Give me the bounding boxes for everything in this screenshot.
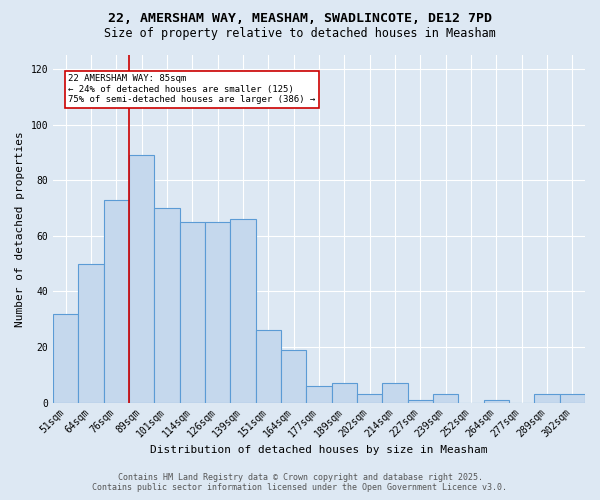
Bar bbox=[357, 394, 382, 402]
Bar bbox=[535, 394, 560, 402]
Bar bbox=[407, 400, 433, 402]
Text: 22 AMERSHAM WAY: 85sqm
← 24% of detached houses are smaller (125)
75% of semi-de: 22 AMERSHAM WAY: 85sqm ← 24% of detached… bbox=[68, 74, 316, 104]
Bar bbox=[256, 330, 281, 402]
Text: Size of property relative to detached houses in Measham: Size of property relative to detached ho… bbox=[104, 28, 496, 40]
Text: Contains HM Land Registry data © Crown copyright and database right 2025.
Contai: Contains HM Land Registry data © Crown c… bbox=[92, 473, 508, 492]
Bar bbox=[104, 200, 129, 402]
Bar bbox=[53, 314, 79, 402]
Bar bbox=[205, 222, 230, 402]
Bar bbox=[307, 386, 332, 402]
Bar bbox=[154, 208, 179, 402]
Bar bbox=[179, 222, 205, 402]
Bar bbox=[484, 400, 509, 402]
Bar bbox=[79, 264, 104, 402]
Bar bbox=[281, 350, 307, 403]
Bar bbox=[382, 383, 407, 402]
X-axis label: Distribution of detached houses by size in Measham: Distribution of detached houses by size … bbox=[150, 445, 488, 455]
Bar bbox=[560, 394, 585, 402]
Bar bbox=[129, 155, 154, 402]
Y-axis label: Number of detached properties: Number of detached properties bbox=[15, 131, 25, 326]
Bar bbox=[230, 219, 256, 402]
Bar bbox=[433, 394, 458, 402]
Text: 22, AMERSHAM WAY, MEASHAM, SWADLINCOTE, DE12 7PD: 22, AMERSHAM WAY, MEASHAM, SWADLINCOTE, … bbox=[108, 12, 492, 26]
Bar bbox=[332, 383, 357, 402]
